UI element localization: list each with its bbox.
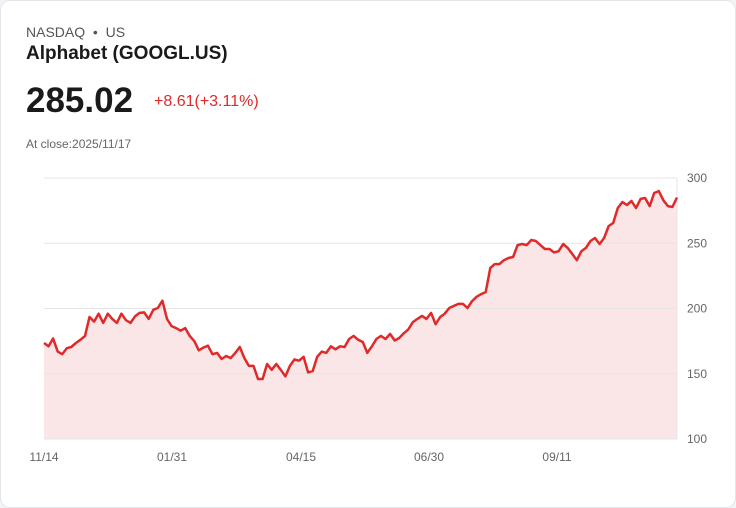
area-fill bbox=[44, 191, 677, 439]
y-tick-label: 200 bbox=[687, 302, 707, 316]
separator: • bbox=[92, 24, 98, 40]
y-tick-label: 150 bbox=[687, 367, 707, 381]
stock-price: 285.02 bbox=[26, 81, 134, 120]
x-tick-label: 09/11 bbox=[542, 450, 571, 464]
market: US bbox=[105, 24, 126, 40]
y-tick-label: 100 bbox=[687, 432, 707, 446]
x-tick-label: 01/31 bbox=[157, 450, 187, 464]
exchange: NASDAQ bbox=[26, 24, 86, 40]
y-tick-label: 300 bbox=[687, 171, 707, 185]
x-tick-label: 11/14 bbox=[29, 450, 58, 464]
price-change: +8.61(+3.11%) bbox=[154, 93, 259, 110]
x-tick-label: 06/30 bbox=[414, 450, 444, 464]
y-tick-label: 250 bbox=[687, 236, 707, 250]
exchange-line: NASDAQ • US bbox=[26, 24, 125, 40]
price-line bbox=[43, 189, 679, 381]
close-date: At close:2025/11/17 bbox=[26, 137, 132, 151]
x-tick-label: 04/15 bbox=[286, 450, 316, 464]
stock-name: Alphabet (GOOGL.US) bbox=[26, 43, 228, 64]
